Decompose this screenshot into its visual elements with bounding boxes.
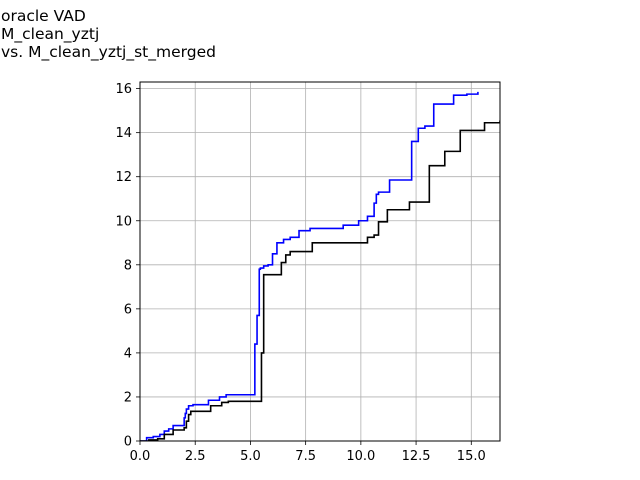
grid (139, 82, 500, 442)
series-layer (140, 91, 500, 441)
series-line-2 (140, 120, 500, 441)
title-line-3: vs. M_clean_yztj_st_merged (1, 43, 216, 61)
y-tick-label: 14 (115, 126, 132, 141)
x-tick-label: 12.5 (402, 449, 431, 464)
y-tick-label: 6 (124, 302, 132, 317)
y-tick-label: 8 (124, 258, 132, 273)
series-line-1 (140, 91, 479, 441)
y-tick-label: 16 (115, 82, 132, 97)
ticks: 0.0 2.5 5.0 7.5 10.0 12.5 15.0 0 2 4 6 8 10 12 14 16 (115, 82, 485, 464)
x-tick-label: 0.0 (130, 449, 151, 464)
y-tick-label: 12 (115, 170, 132, 185)
x-tick-label: 7.5 (295, 449, 316, 464)
y-tick-label: 0 (124, 435, 132, 450)
plot-frame (139, 81, 501, 442)
x-tick-label: 2.5 (185, 449, 206, 464)
chart-title: oracle VAD M_clean_yztj vs. M_clean_yztj… (1, 7, 216, 61)
y-tick-label: 4 (124, 346, 132, 361)
title-line-1: oracle VAD (1, 7, 86, 25)
x-tick-label: 5.0 (240, 449, 261, 464)
y-tick-label: 2 (124, 390, 132, 405)
x-tick-label: 15.0 (457, 449, 486, 464)
x-tick-label: 10.0 (346, 449, 375, 464)
title-line-2: M_clean_yztj (1, 25, 100, 43)
y-tick-label: 10 (115, 214, 132, 229)
